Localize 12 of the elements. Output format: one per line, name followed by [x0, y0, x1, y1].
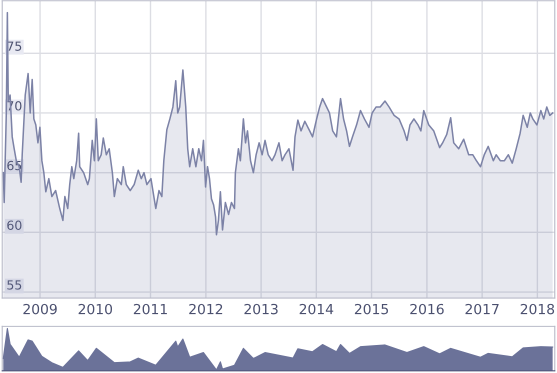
x-tick-label: 2010 [78, 304, 112, 314]
x-tick-label: 2014 [300, 304, 334, 314]
x-tick-label: 2009 [23, 304, 57, 314]
y-tick-label: 60 [7, 220, 22, 230]
x-tick-label: 2018 [520, 304, 554, 314]
x-tick-label: 2016 [410, 304, 444, 314]
x-tick-label: 2013 [244, 304, 278, 314]
y-tick-label: 55 [7, 280, 22, 290]
x-tick-label: 2015 [354, 304, 388, 314]
x-tick-label: 2017 [465, 304, 499, 314]
x-tick-label: 2012 [189, 304, 222, 314]
x-tick-label: 2011 [134, 304, 167, 314]
